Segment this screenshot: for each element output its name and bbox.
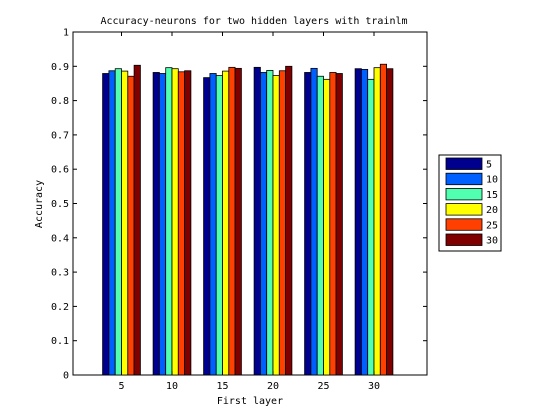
- bar-cat-5-series-15: [114, 68, 122, 376]
- bar-cat-10-series-10: [158, 73, 167, 376]
- x-axis-ticks: 5 10 15 20 25 30: [118, 32, 380, 392]
- bar-cat-5-series-10: [108, 70, 116, 376]
- bar-cat-20-series-25: [278, 70, 286, 376]
- bar-cat-10-series-15: [165, 67, 173, 376]
- x-tick-label: 10: [166, 381, 178, 392]
- chart-title: Accuracy-neurons for two hidden layers w…: [100, 16, 407, 27]
- y-axis-label: Accuracy: [34, 180, 45, 228]
- bar-cat-25-series-20: [323, 78, 331, 376]
- bar-cat-25-series-10: [310, 67, 318, 376]
- bar-cat-15-series-25: [228, 66, 236, 376]
- legend-label-25: 25: [486, 220, 498, 231]
- bar-cat-15-series-10: [209, 73, 217, 376]
- y-tick-label: 0.3: [51, 268, 69, 279]
- bar-cat-10-series-25: [177, 71, 186, 376]
- bar-cat-25-series-15: [316, 75, 324, 376]
- y-tick-label: 0.9: [51, 62, 69, 73]
- y-tick-label: 0.8: [51, 96, 69, 107]
- y-tick-label: 0.7: [51, 130, 69, 141]
- bar-cat-10-series-20: [171, 68, 179, 376]
- y-tick-label: 0.2: [51, 302, 69, 313]
- bars-group: [102, 63, 394, 376]
- y-tick-label: 0.5: [51, 199, 69, 210]
- legend-swatch-5: [445, 157, 483, 170]
- bar-cat-5-series-20: [121, 70, 129, 376]
- legend-swatch-20: [445, 203, 483, 216]
- bar-cat-25-series-30: [335, 73, 343, 376]
- bar-cat-30-series-20: [373, 67, 381, 376]
- legend: 5 10 15 20 25 30: [438, 154, 502, 252]
- bar-cat-15-series-5: [203, 77, 211, 376]
- bar-cat-20-series-10: [259, 72, 268, 376]
- legend-label-5: 5: [486, 160, 492, 171]
- y-tick-label: 0.6: [51, 165, 69, 176]
- legend-swatch-30: [445, 233, 483, 246]
- bar-cat-5-series-25: [127, 75, 135, 376]
- bar-cat-10-series-5: [152, 72, 160, 376]
- bar-cat-30-series-25: [379, 63, 387, 376]
- x-tick-label: 20: [267, 381, 279, 392]
- x-tick-label: 25: [317, 381, 329, 392]
- x-axis-label: First layer: [217, 396, 283, 407]
- legend-swatch-25: [445, 218, 483, 231]
- bar-cat-30-series-5: [354, 68, 362, 376]
- y-axis-ticks: 0 0.1 0.2 0.3 0.4 0.5 0.6 0.7 0.8 0.9 1: [51, 28, 427, 382]
- bar-cat-20-series-15: [266, 70, 274, 376]
- legend-swatch-10: [445, 172, 483, 186]
- bar-cat-20-series-5: [253, 66, 261, 376]
- bar-cat-25-series-5: [304, 72, 312, 376]
- y-tick-label: 0.1: [51, 336, 69, 347]
- y-tick-label: 0.4: [51, 233, 69, 244]
- legend-label-10: 10: [486, 175, 498, 186]
- legend-swatch-15: [445, 187, 483, 201]
- legend-label-15: 15: [486, 190, 498, 201]
- y-tick-label: 1: [63, 28, 69, 39]
- bar-cat-15-series-15: [215, 75, 223, 376]
- bar-cat-10-series-30: [184, 70, 192, 376]
- x-tick-label: 30: [368, 381, 380, 392]
- bar-cat-30-series-30: [386, 68, 394, 376]
- bar-cat-20-series-20: [272, 75, 280, 376]
- x-tick-label: 15: [216, 381, 228, 392]
- legend-label-30: 30: [486, 236, 498, 247]
- x-tick-label: 5: [118, 381, 124, 392]
- bar-cat-15-series-20: [222, 70, 230, 376]
- bar-cat-5-series-30: [133, 64, 141, 376]
- bar-cat-30-series-10: [360, 68, 369, 376]
- bar-cat-15-series-30: [234, 67, 242, 376]
- legend-label-20: 20: [486, 205, 498, 216]
- bar-cat-25-series-25: [329, 72, 337, 376]
- bar-cat-30-series-15: [367, 78, 375, 376]
- bar-cat-20-series-30: [285, 65, 293, 376]
- y-tick-label: 0: [63, 371, 69, 382]
- bar-cat-5-series-5: [102, 73, 110, 376]
